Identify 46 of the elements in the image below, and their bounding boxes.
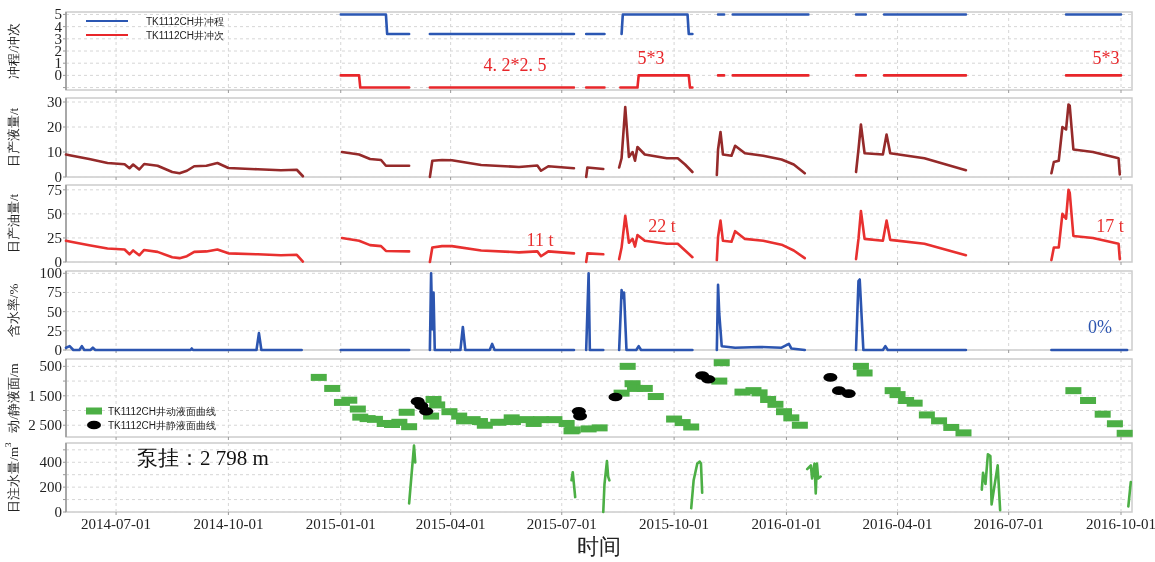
y-tick-label: 75	[47, 284, 62, 301]
x-tick-label: 2015-10-01	[639, 516, 710, 532]
annotation: 5*3	[637, 48, 665, 68]
y-tick-label: 2	[54, 43, 62, 59]
annotation: 泵挂：2 798 m	[137, 446, 269, 470]
y-axis-title: 冲程/冲次	[5, 23, 21, 79]
x-tick-label: 2016-04-01	[862, 516, 933, 532]
x-tick-label: 2014-10-01	[193, 516, 264, 532]
y-tick-label: 20	[47, 119, 62, 135]
y-tick-label: 2 500	[28, 417, 62, 434]
annotation: 11 t	[526, 230, 554, 250]
annotation: 17 t	[1096, 216, 1124, 236]
legend-label: TK1112CH井冲次	[146, 29, 224, 41]
y-tick-label: 50	[47, 205, 62, 222]
y-axis-title: 动/静液面/m	[5, 363, 21, 433]
x-tick-label: 2016-10-01	[1086, 516, 1155, 532]
x-tick-label: 2015-01-01	[305, 516, 376, 532]
x-tick-label: 2014-07-01	[81, 516, 152, 532]
x-tick-label: 2016-07-01	[973, 516, 1044, 532]
y-tick-label: 50	[47, 303, 62, 320]
y-tick-label: 0	[54, 67, 62, 84]
annotation: 0%	[1088, 317, 1112, 337]
y-tick-label: 0	[54, 254, 62, 270]
x-axis-title: 时间	[577, 534, 621, 559]
legend-label: TK1112CH井冲程	[146, 15, 224, 27]
y-tick-label: 0	[54, 504, 62, 520]
y-tick-label: 30	[47, 94, 62, 110]
y-tick-label: 10	[47, 144, 62, 160]
annotation: 5*3	[1092, 48, 1120, 68]
y-tick-label: 400	[39, 454, 62, 471]
y-tick-label: 500	[39, 358, 62, 375]
legend-label: TK1112CH井动液面曲线	[108, 405, 216, 417]
annotation: 22 t	[648, 216, 676, 236]
y-tick-label: 0	[54, 342, 62, 358]
y-tick-label: 25	[47, 322, 62, 339]
y-tick-label: 200	[39, 479, 62, 496]
annotation: 4. 2*2. 5	[483, 55, 547, 75]
x-tick-label: 2015-04-01	[415, 516, 486, 532]
y-axis-title: 含水率/%	[5, 283, 21, 338]
y-tick-label: 25	[47, 229, 62, 246]
x-tick-label: 2016-01-01	[751, 516, 822, 532]
y-axis-title: 日产油量/t	[5, 193, 21, 254]
x-tick-label: 2015-07-01	[526, 516, 597, 532]
y-axis-title: 日产液量/t	[5, 107, 21, 168]
legend-label: TK1112CH井静液面曲线	[108, 419, 216, 431]
y-tick-label: 1 500	[28, 387, 62, 404]
